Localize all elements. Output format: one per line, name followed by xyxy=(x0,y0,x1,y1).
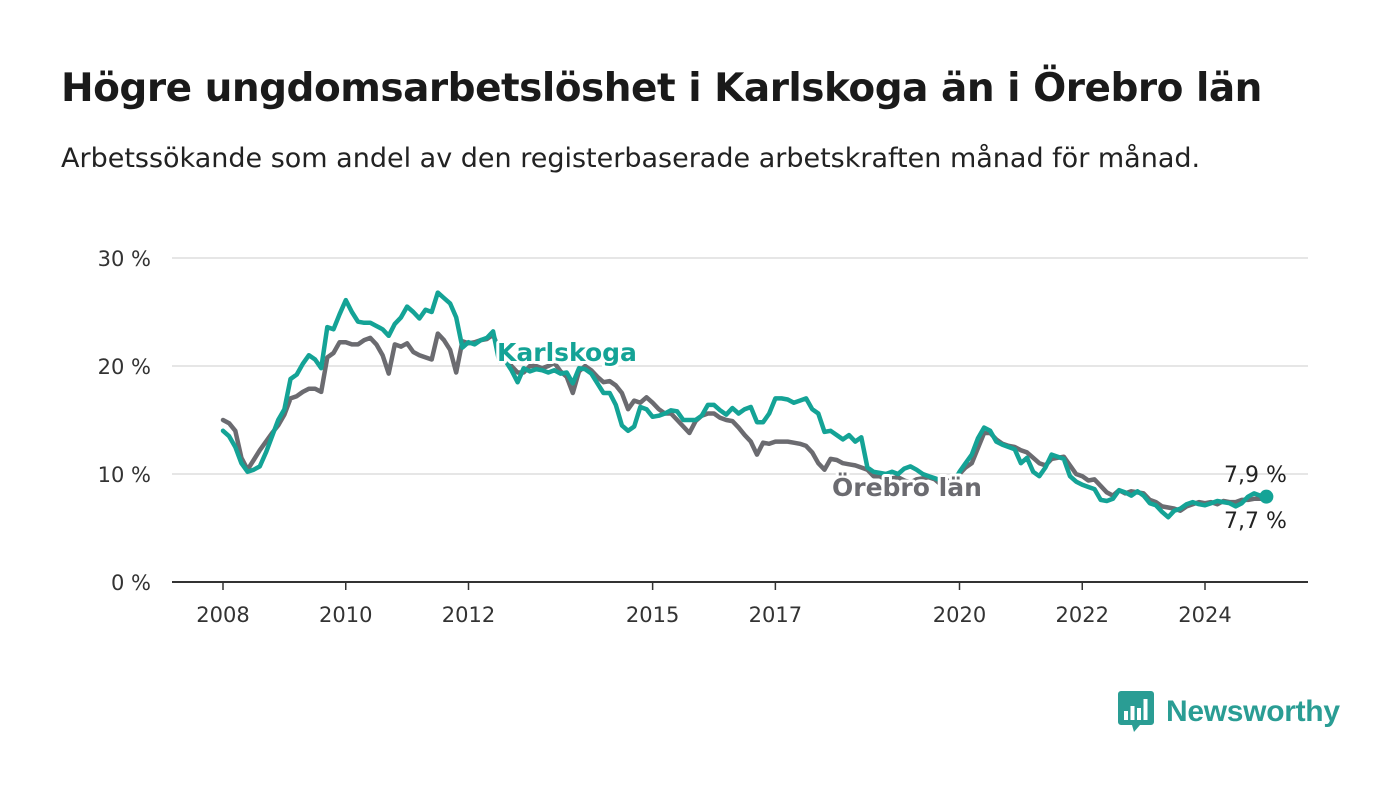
series-label-orebro-lan: Örebro län xyxy=(832,472,982,502)
x-tick-label: 2022 xyxy=(1056,603,1109,627)
brand-name: Newsworthy xyxy=(1166,695,1340,728)
y-tick-label: 10 % xyxy=(98,463,151,487)
x-tick-label: 2015 xyxy=(626,603,679,627)
x-axis-ticks: 2008 2010 2012 2015 2017 2020 2022 2024 xyxy=(196,582,1232,627)
series-label-karlskoga: Karlskoga xyxy=(497,338,637,367)
gridlines xyxy=(172,257,1308,583)
end-value-label-karlskoga: 7,9 % xyxy=(1224,463,1287,488)
x-tick-label: 2012 xyxy=(442,603,495,627)
series-end-marker-karlskoga xyxy=(1259,489,1274,504)
x-tick-label: 2017 xyxy=(749,603,802,627)
y-axis-ticks: 0 % 10 % 20 % 30 % xyxy=(98,247,151,595)
y-tick-label: 30 % xyxy=(98,247,151,271)
series-labels: Karlskoga Örebro län 7,9 % 7,7 % xyxy=(494,335,1287,534)
x-tick-label: 2008 xyxy=(196,603,249,627)
series-line-karlskoga xyxy=(220,290,1269,520)
x-tick-label: 2024 xyxy=(1178,603,1231,627)
x-tick-label: 2020 xyxy=(933,603,986,627)
y-tick-label: 20 % xyxy=(98,355,151,379)
end-value-label-orebro-lan: 7,7 % xyxy=(1224,509,1287,534)
y-tick-label: 0 % xyxy=(111,571,151,595)
chart-subtitle: Arbetssökande som andel av den registerb… xyxy=(61,143,1201,174)
series-line-orebro-lan xyxy=(220,331,1269,513)
chart-title: Högre ungdomsarbetslöshet i Karlskoga än… xyxy=(61,66,1262,111)
bar-chart-speech-bubble-icon xyxy=(1118,691,1154,732)
series-lines xyxy=(220,290,1274,520)
x-tick-label: 2010 xyxy=(319,603,372,627)
newsworthy-logo: Newsworthy xyxy=(1118,690,1340,734)
